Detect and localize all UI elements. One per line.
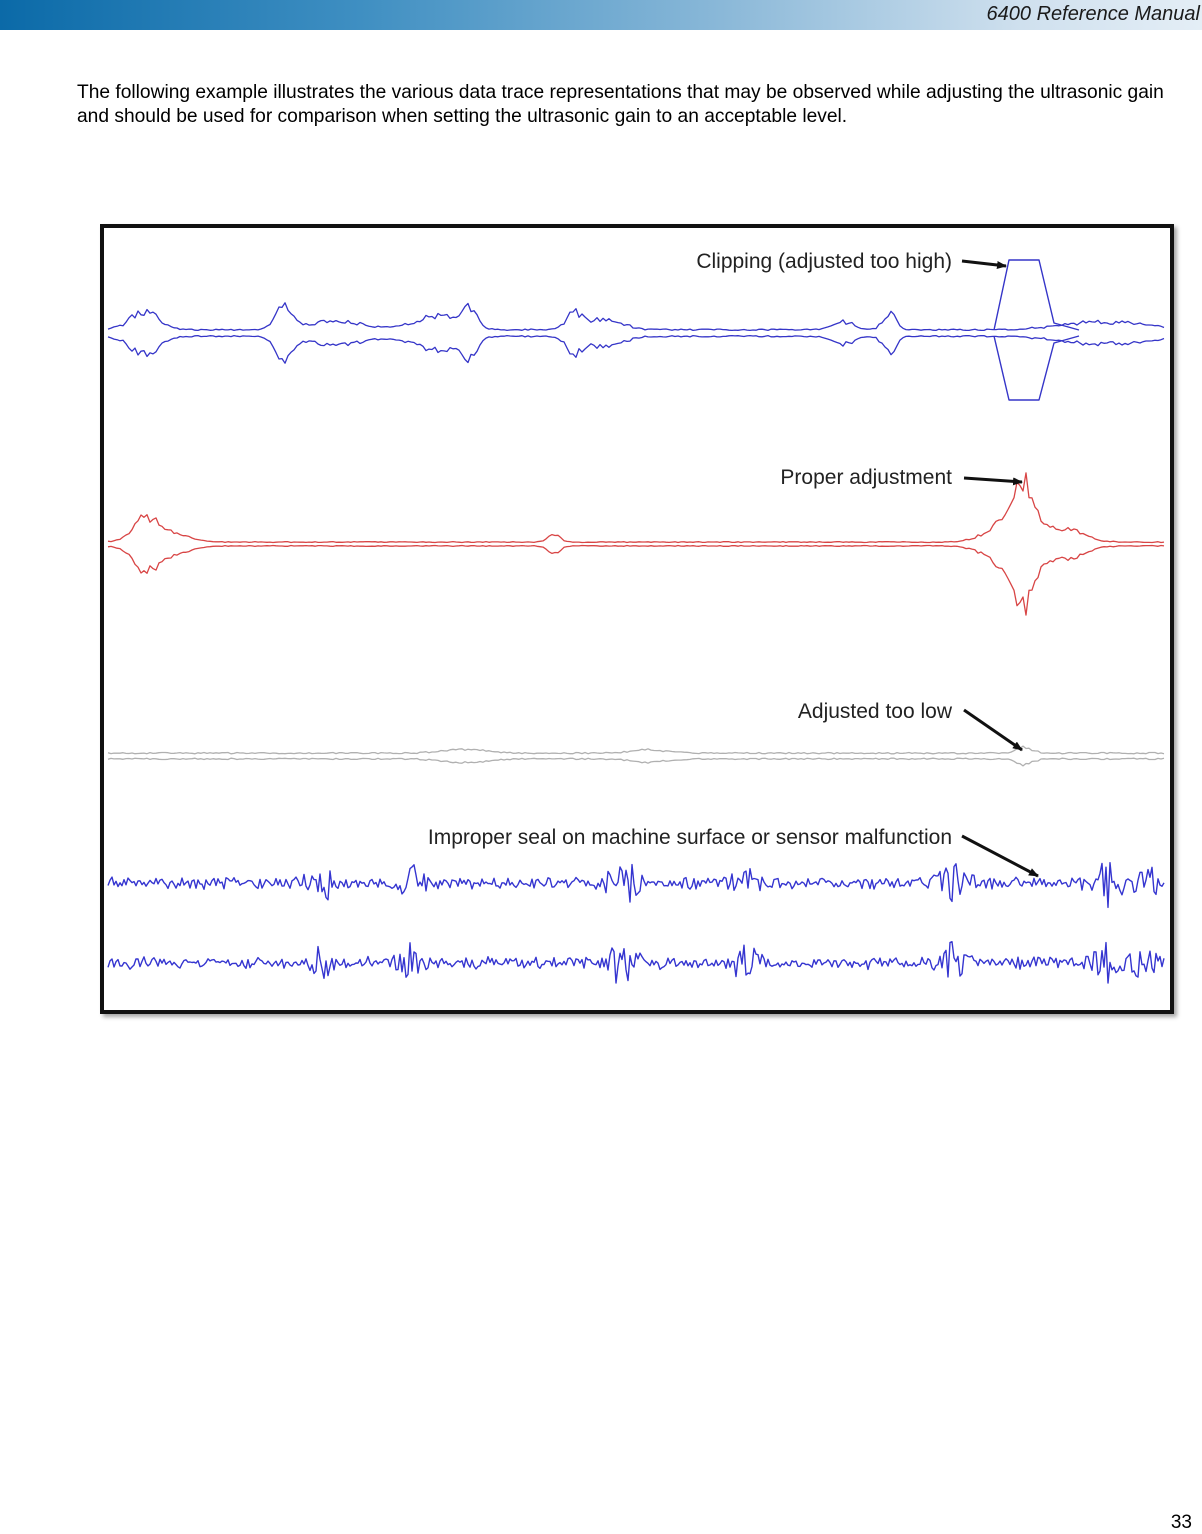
arrow-adjusted-too-low (963, 708, 1023, 752)
arrow-clipping (961, 259, 1007, 269)
label-improper-seal: Improper seal on machine surface or sens… (428, 826, 952, 849)
trace-proper-upper (107, 472, 1165, 544)
trace-improper-upper (107, 862, 1165, 909)
trace-clipping-lower (107, 334, 1165, 364)
intro-paragraph: The following example illustrates the va… (77, 82, 1164, 127)
document-title: 6400 Reference Manual (986, 3, 1200, 25)
label-clipping: Clipping (adjusted too high) (696, 250, 952, 273)
trace-clipping-peak-upper (993, 259, 1080, 331)
header-bar: 6400 Reference Manual (0, 0, 1202, 30)
arrow-improper-seal (961, 834, 1039, 878)
ultrasonic-trace-figure: Clipping (adjusted too high) Proper adju… (100, 224, 1174, 1014)
trace-clipping-upper (107, 302, 1165, 332)
label-adjusted-too-low: Adjusted too low (798, 700, 953, 723)
trace-proper-lower (107, 544, 1165, 616)
trace-canvas: Clipping (adjusted too high) Proper adju… (107, 250, 1165, 984)
trace-improper-lower (107, 941, 1165, 984)
trace-too-low-lower (107, 757, 1165, 767)
page-number: 33 (1170, 1512, 1192, 1533)
label-proper-adjustment: Proper adjustment (780, 466, 952, 489)
arrow-proper-adjustment (963, 476, 1023, 486)
trace-too-low-upper (107, 745, 1165, 755)
trace-clipping-peak-lower (993, 335, 1080, 401)
